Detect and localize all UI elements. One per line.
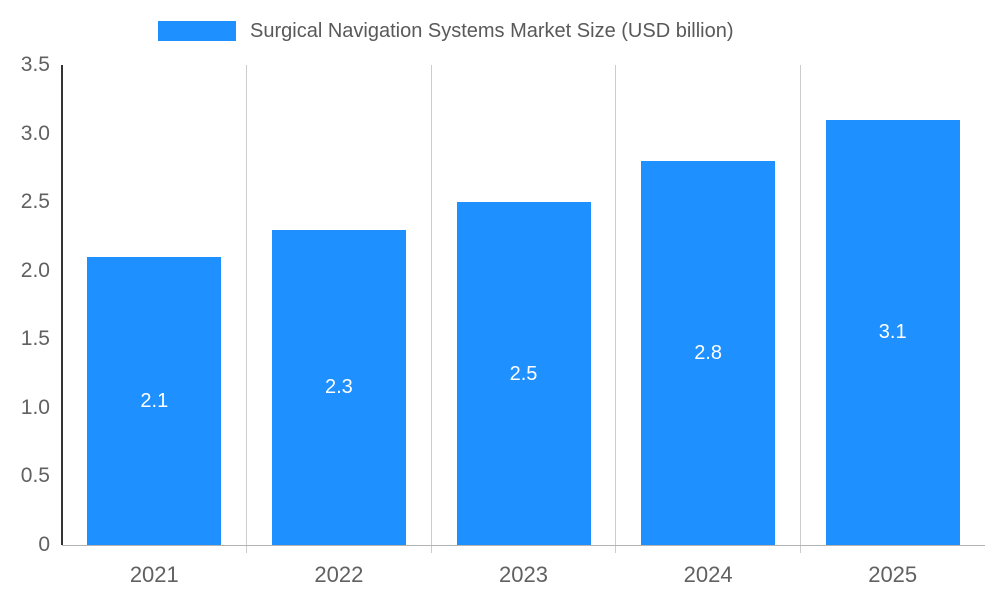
bar-2022[interactable]	[271, 229, 406, 545]
gridline-vertical	[430, 65, 432, 553]
bar-value-label: 2.5	[509, 362, 538, 385]
x-tick-label: 2025	[868, 562, 918, 587]
gridline-vertical	[615, 65, 617, 553]
bar-2024[interactable]	[641, 161, 776, 545]
y-tick-label: 2.0	[20, 258, 50, 282]
bar-value-label: 2.8	[694, 342, 722, 364]
y-tick-label: 3.5	[20, 53, 50, 76]
x-tick-label: 2022	[314, 562, 364, 587]
y-tick-label: 3.0	[20, 121, 50, 145]
chart-title: Surgical Navigation Systems Market Size …	[250, 20, 734, 42]
gridline-vertical	[799, 65, 801, 553]
y-tick-label: 1.5	[20, 327, 50, 351]
x-tick-label: 2021	[129, 562, 179, 587]
y-tick-label: 2.5	[20, 190, 50, 214]
bar-2021[interactable]	[87, 257, 222, 545]
bar-value-label: 2.1	[140, 390, 169, 412]
bar-2023[interactable]	[456, 202, 591, 545]
x-tick-label: 2023	[499, 562, 548, 587]
bar-value-label: 3.1	[878, 321, 907, 344]
bar-2025[interactable]	[825, 119, 960, 545]
y-axis-line	[61, 65, 63, 545]
bar-value-label: 2.3	[324, 376, 353, 399]
x-axis-baseline	[62, 545, 985, 546]
x-tick-label: 2024	[683, 562, 733, 587]
y-tick-label: 0	[38, 533, 50, 556]
y-tick-label: 0.5	[20, 464, 50, 488]
legend-swatch	[158, 21, 236, 41]
y-tick-label: 1.0	[20, 395, 50, 419]
chart-legend: Surgical Navigation Systems Market Size …	[158, 20, 734, 42]
gridline-vertical	[246, 65, 248, 553]
